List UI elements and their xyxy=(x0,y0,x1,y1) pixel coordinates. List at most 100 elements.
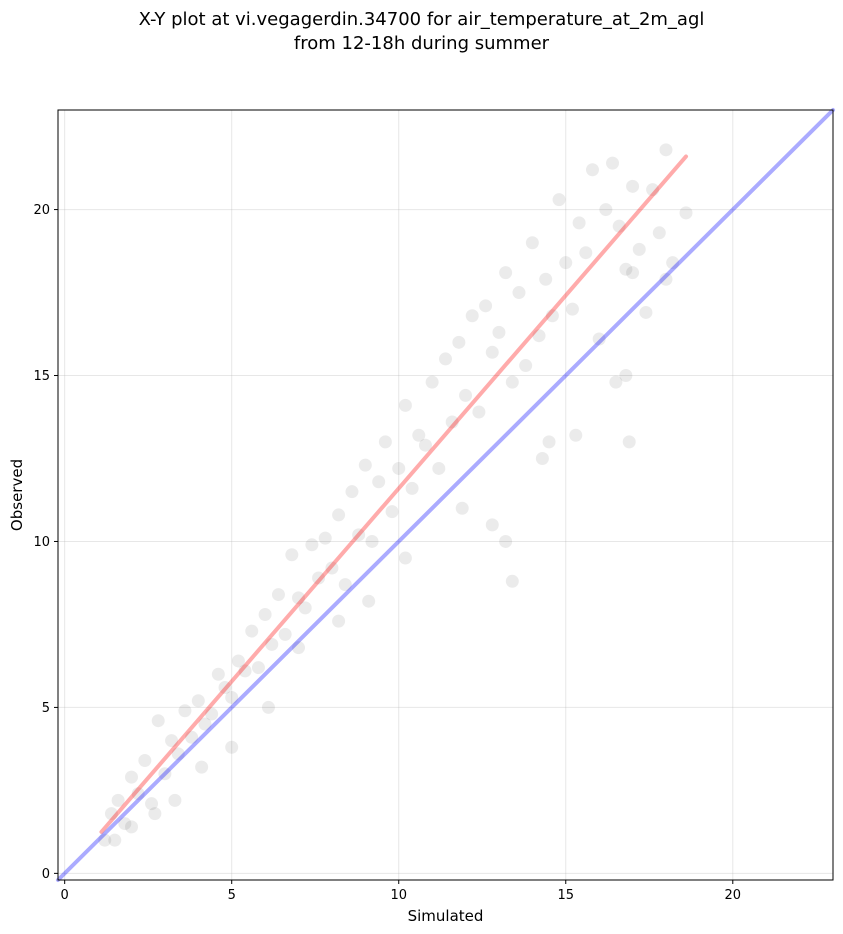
data-point xyxy=(612,219,626,233)
data-point xyxy=(292,591,306,605)
data-point xyxy=(292,641,306,655)
data-point xyxy=(332,508,346,522)
data-point xyxy=(98,833,112,847)
data-point xyxy=(519,359,533,373)
data-point xyxy=(499,534,513,548)
data-point xyxy=(385,505,399,519)
data-point xyxy=(148,807,162,821)
data-point xyxy=(439,352,452,366)
data-point xyxy=(539,272,553,286)
data-point xyxy=(626,179,640,193)
data-point xyxy=(569,428,583,442)
data-point xyxy=(111,793,125,807)
data-point xyxy=(318,531,332,545)
data-point xyxy=(265,637,279,651)
data-point xyxy=(412,428,426,442)
data-point xyxy=(398,551,412,565)
data-point xyxy=(392,461,406,475)
x-axis-ticks: 0 5 10 15 20 xyxy=(61,880,741,903)
data-point xyxy=(151,714,165,728)
data-point xyxy=(535,451,549,465)
data-point xyxy=(312,571,326,585)
grid-lines xyxy=(58,110,833,880)
data-point xyxy=(218,681,232,694)
data-point xyxy=(298,601,312,615)
reference-line xyxy=(56,108,835,882)
data-point xyxy=(652,226,666,240)
data-point xyxy=(332,614,346,628)
data-point xyxy=(432,461,446,475)
data-point xyxy=(606,156,620,170)
data-point xyxy=(338,578,352,592)
data-point xyxy=(659,272,673,286)
data-point xyxy=(124,770,138,784)
data-point xyxy=(225,690,239,704)
data-point xyxy=(499,266,513,280)
x-tick-label: 10 xyxy=(390,888,407,903)
data-point xyxy=(646,183,660,197)
data-point xyxy=(138,754,152,768)
data-point xyxy=(505,574,519,588)
data-point xyxy=(325,561,339,575)
data-point xyxy=(305,538,319,552)
data-point xyxy=(108,833,122,847)
data-point xyxy=(365,534,379,548)
data-point xyxy=(565,302,579,316)
data-point xyxy=(358,458,372,472)
data-point xyxy=(195,760,209,774)
data-point xyxy=(278,627,292,641)
plot-frame xyxy=(57,109,834,881)
data-point xyxy=(198,717,212,731)
data-point xyxy=(619,369,633,383)
data-point xyxy=(345,485,359,499)
chart-title-line1: X-Y plot at vi.vegagerdin.34700 for air_… xyxy=(138,9,705,30)
data-point xyxy=(362,594,376,608)
data-point xyxy=(659,143,673,157)
data-point xyxy=(258,607,272,621)
data-point xyxy=(168,793,182,807)
data-point xyxy=(285,548,299,562)
data-point xyxy=(639,305,653,319)
data-point xyxy=(579,246,593,260)
y-tick-label: 0 xyxy=(42,867,50,882)
y-axis-ticks: 0 5 10 15 20 xyxy=(33,203,58,882)
data-point xyxy=(479,299,493,313)
data-point xyxy=(158,767,172,781)
data-point xyxy=(459,388,473,402)
data-point xyxy=(532,329,546,343)
data-point xyxy=(165,734,179,748)
data-point xyxy=(104,807,118,821)
data-point xyxy=(445,415,459,429)
data-point xyxy=(512,286,526,300)
data-point xyxy=(452,335,466,349)
data-point xyxy=(211,667,225,681)
data-point xyxy=(545,309,559,323)
data-point xyxy=(178,704,192,718)
data-point xyxy=(609,375,623,389)
data-point xyxy=(632,242,646,256)
chart-title-line2: from 12-18h during summer xyxy=(293,33,550,54)
data-point xyxy=(271,588,285,602)
data-point xyxy=(619,262,633,276)
data-points xyxy=(98,143,693,847)
data-point xyxy=(245,624,259,638)
x-tick-label: 0 xyxy=(61,888,69,903)
reference-lines xyxy=(56,108,835,882)
data-point xyxy=(666,256,680,270)
data-point xyxy=(626,266,640,280)
data-point xyxy=(118,817,132,831)
data-point xyxy=(542,435,556,449)
data-point xyxy=(679,206,693,220)
data-point xyxy=(622,435,636,449)
data-point xyxy=(398,398,412,412)
data-point xyxy=(185,730,199,744)
data-point xyxy=(131,787,145,801)
chart-title: X-Y plot at vi.vegagerdin.34700 for air_… xyxy=(0,8,843,56)
y-tick-label: 10 xyxy=(33,535,50,550)
data-point xyxy=(145,797,159,811)
data-point xyxy=(205,707,219,721)
data-point xyxy=(171,747,185,761)
data-point xyxy=(238,664,252,678)
data-point xyxy=(225,740,239,754)
